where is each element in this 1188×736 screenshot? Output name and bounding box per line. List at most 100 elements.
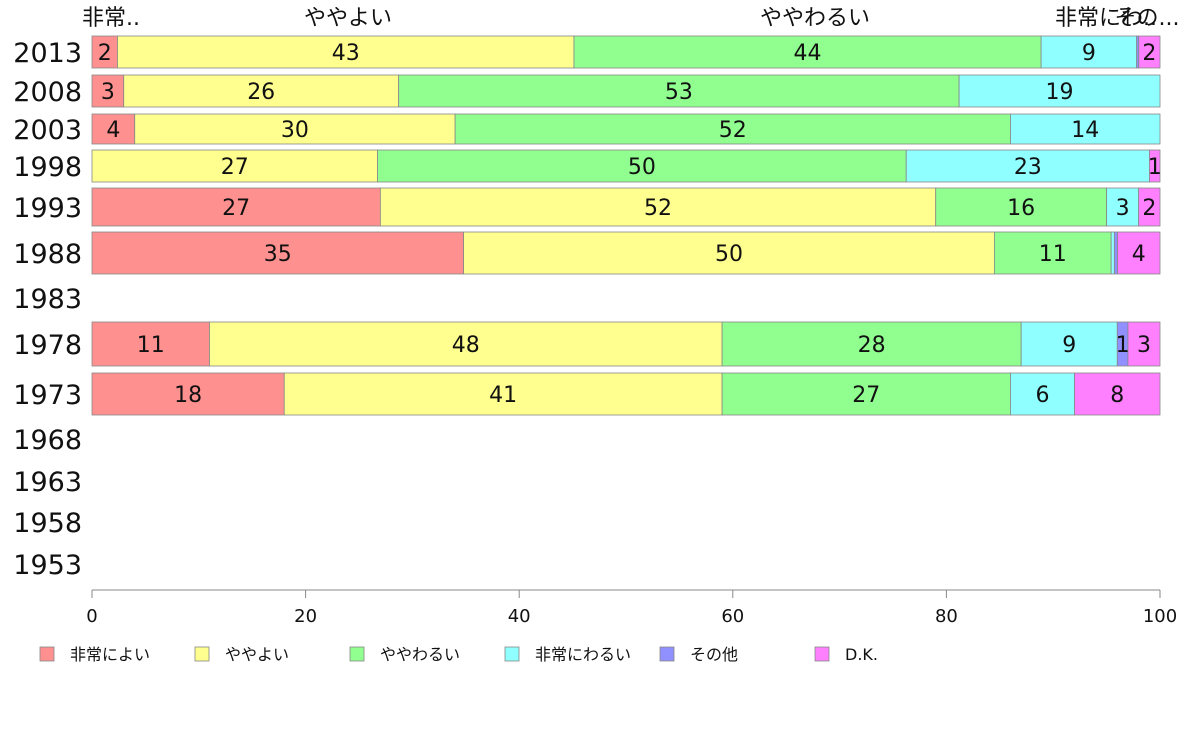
bar-segment — [1113, 231, 1118, 275]
legend-label: その他 — [690, 645, 738, 664]
data-label: 6 — [1036, 383, 1050, 408]
bar-segment — [1074, 372, 1161, 416]
top-label: 非常.. — [82, 6, 140, 31]
y-tick-label: 2013 — [13, 38, 82, 69]
y-tick-label: 1963 — [13, 467, 82, 498]
legend-label: 非常によい — [70, 645, 150, 664]
data-label: 27 — [852, 383, 880, 408]
data-label: 48 — [452, 333, 480, 358]
bar-segment — [377, 149, 907, 183]
data-label: 28 — [858, 333, 886, 358]
data-label: 3 — [1116, 196, 1130, 221]
top-label: ややよい — [304, 6, 392, 31]
data-label: 18 — [174, 383, 202, 408]
data-label: 41 — [489, 383, 517, 408]
top-labels: 非常.. ややよい ややわるい 非常にわ..その... — [82, 6, 1179, 31]
legend-label: D.K. — [845, 645, 878, 664]
x-tick-label: 80 — [935, 606, 958, 627]
data-label: 50 — [628, 155, 656, 180]
data-label: 50 — [715, 242, 743, 267]
bar-segment — [379, 187, 937, 227]
y-tick-label: 1978 — [13, 330, 82, 361]
y-tick-label: 1968 — [13, 425, 82, 456]
bar-row: 18 41 27 6 8 — [91, 372, 1161, 416]
legend-item: ややよい — [194, 645, 289, 664]
bar-segment — [463, 231, 995, 275]
data-label: 52 — [644, 196, 672, 221]
data-label: 52 — [719, 118, 747, 143]
data-label: 9 — [1062, 333, 1076, 358]
legend-swatch — [814, 646, 830, 662]
legend-item: ややわるい — [349, 645, 460, 664]
bar-row: 27 52 16 3 2 — [91, 187, 1161, 227]
data-label: 1 — [1116, 333, 1130, 358]
y-tick-label: 1958 — [13, 508, 82, 539]
data-label: 53 — [665, 80, 693, 105]
bar-segment — [1149, 149, 1161, 183]
legend-swatch — [349, 646, 365, 662]
y-tick-label: 1973 — [13, 380, 82, 411]
bar-segment — [721, 321, 1022, 367]
x-tick-label: 60 — [721, 606, 744, 627]
data-label: 23 — [1014, 155, 1042, 180]
bar-segment — [91, 187, 381, 227]
bar-segment — [1117, 231, 1161, 275]
legend-swatch — [39, 646, 55, 662]
bar-row: 11 48 28 9 1 3 — [91, 321, 1161, 367]
data-label: 9 — [1082, 41, 1096, 66]
x-tick-label: 40 — [508, 606, 531, 627]
bar-segment — [573, 35, 1042, 69]
data-label: 35 — [264, 242, 292, 267]
legend-label: ややわるい — [380, 645, 460, 664]
data-label: 1 — [1148, 155, 1162, 180]
x-tick-label: 100 — [1143, 606, 1177, 627]
bar-segment — [721, 372, 1011, 416]
data-label: 44 — [794, 41, 822, 66]
x-axis: 0 20 40 60 80 100 — [86, 589, 1177, 627]
y-tick-label: 1953 — [13, 550, 82, 581]
bar-segment — [117, 35, 575, 69]
bar-segment — [935, 187, 1107, 227]
bar-segment — [993, 231, 1112, 275]
legend: 非常によい ややよい ややわるい 非常にわるい その他 D.K. — [39, 645, 878, 664]
y-tick-label: 1993 — [13, 193, 82, 224]
y-tick-label: 1998 — [13, 152, 82, 183]
bar-segment — [905, 149, 1150, 183]
data-label: 3 — [1137, 333, 1151, 358]
data-label: 11 — [1039, 242, 1067, 267]
bar-segment — [1138, 187, 1161, 227]
top-label: 非常にわ.. — [1055, 6, 1157, 31]
top-label: ややわるい — [760, 6, 870, 31]
bar-segment — [91, 149, 378, 183]
bar-segment — [123, 74, 400, 108]
y-tick-label: 2008 — [13, 77, 82, 108]
bar-segment — [209, 321, 723, 367]
top-label: その... — [1115, 6, 1180, 31]
y-tick-label: 1983 — [13, 284, 82, 315]
legend-swatch — [194, 646, 210, 662]
data-label: 8 — [1110, 383, 1124, 408]
bar-row: 3 26 53 19 — [91, 74, 1161, 108]
legend-label: 非常にわるい — [535, 645, 631, 664]
legend-item: 非常にわるい — [504, 645, 631, 664]
bar-segment — [91, 74, 125, 108]
bar-segment — [1138, 35, 1161, 69]
data-label: 2 — [1142, 196, 1156, 221]
bar-segment — [91, 372, 285, 416]
bar-segment — [1106, 187, 1140, 227]
x-tick-label: 20 — [294, 606, 317, 627]
data-label: 43 — [332, 41, 360, 66]
bar-segment — [1110, 231, 1115, 275]
data-label: 16 — [1007, 196, 1035, 221]
bar-segment — [958, 74, 1161, 108]
bar-segment — [91, 231, 464, 275]
bar-row: 2 43 44 9 2 — [91, 35, 1161, 69]
bar-segment — [134, 113, 456, 145]
y-tick-label: 2003 — [13, 115, 82, 146]
data-label: 4 — [106, 118, 120, 143]
bar-row: 27 50 23 1 — [91, 149, 1162, 183]
legend-item: D.K. — [814, 645, 878, 664]
bar-row: 35 50 11 4 — [91, 231, 1161, 275]
data-label: 27 — [221, 155, 249, 180]
